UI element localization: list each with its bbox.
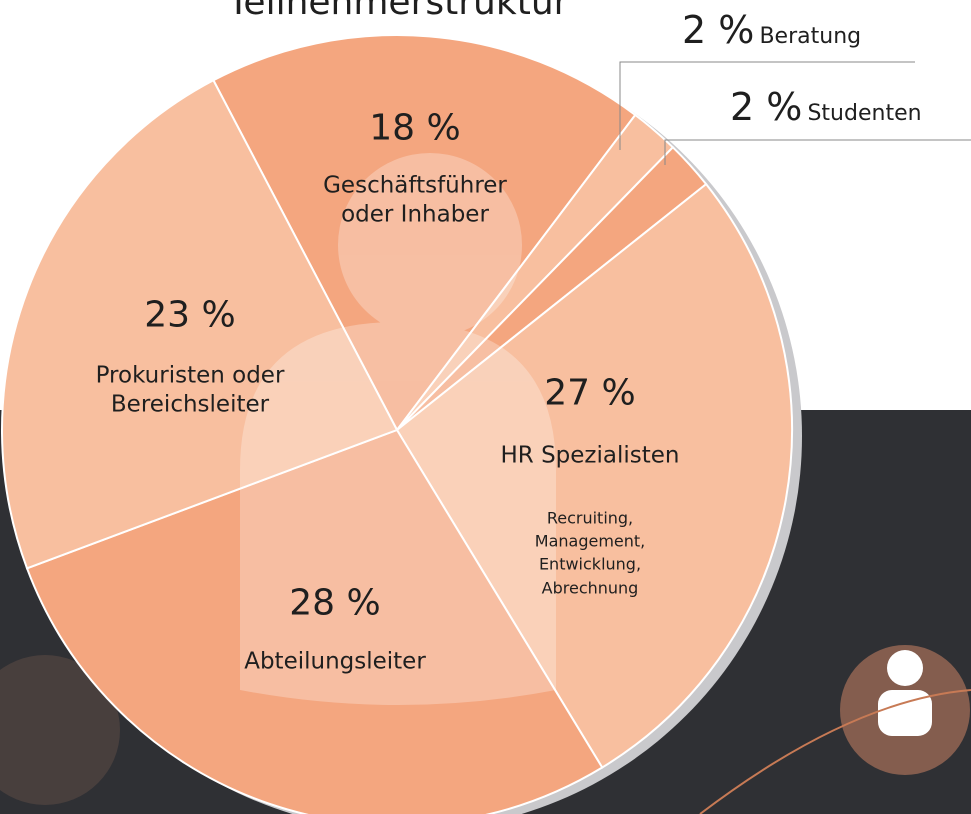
value-label: 28 % [289, 582, 381, 624]
pie-slice [395, 182, 793, 769]
annotation: Recruiting, Management, Entwicklung, Abr… [534, 508, 646, 598]
silhouette-body [240, 322, 556, 705]
chart-title: Teilnehmerstruktur [227, 0, 569, 23]
pie-slice [1, 78, 399, 570]
category-label: HR Spezialisten [500, 442, 680, 469]
value-label: 2 % [682, 8, 755, 52]
category-label: Prokuristen oder Bereichsleiter [95, 362, 285, 417]
person-silhouette [240, 153, 556, 705]
pie-slice [212, 34, 637, 432]
side-label: 2 % Beratung [682, 8, 861, 52]
value-label: 2 % [730, 85, 803, 129]
decor-icon [878, 690, 932, 736]
value-label: 23 % [144, 294, 236, 336]
side-label: 2 % Studenten [730, 85, 922, 129]
leader-line [619, 61, 915, 150]
decor-line [699, 689, 971, 814]
leader-line [664, 139, 971, 165]
silhouette-head [338, 153, 522, 337]
value-label: 27 % [544, 372, 636, 414]
decor-icon [887, 650, 923, 686]
decor-circle [0, 655, 120, 805]
pie-slice [25, 428, 604, 814]
category-label: Abteilungsleiter [244, 648, 426, 675]
category-label: Beratung [759, 24, 862, 49]
category-label: Geschäftsführer oder Inhaber [323, 172, 507, 227]
category-label: Studenten [807, 101, 922, 126]
value-label: 18 % [369, 107, 461, 149]
